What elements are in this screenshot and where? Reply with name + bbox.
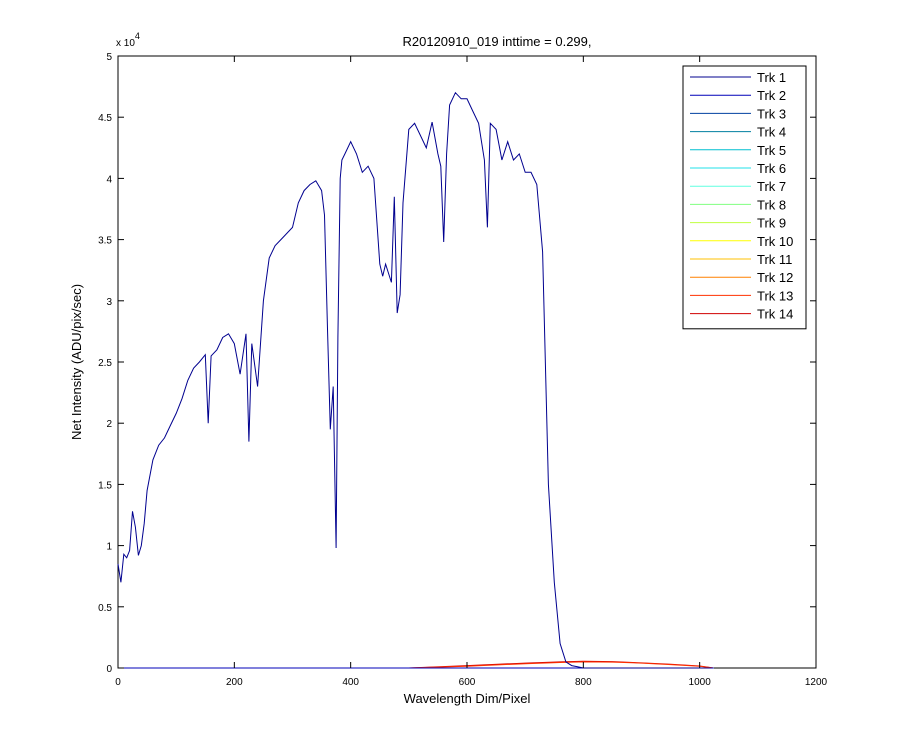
- x-tick-label: 0: [115, 677, 121, 688]
- legend-label-trk-2: Trk 2: [757, 88, 786, 103]
- legend-label-trk-4: Trk 4: [757, 125, 786, 140]
- legend-label-trk-12: Trk 12: [757, 270, 793, 285]
- legend-label-trk-14: Trk 14: [757, 307, 793, 322]
- y-axis-exponent: x 104: [116, 31, 140, 49]
- legend-label-trk-11: Trk 11: [757, 252, 792, 267]
- x-tick-label: 800: [575, 677, 592, 688]
- legend-label-trk-13: Trk 13: [757, 288, 793, 303]
- legend-label-trk-6: Trk 6: [757, 161, 786, 176]
- legend-label-trk-9: Trk 9: [757, 216, 786, 231]
- chart-title: R20120910_019 inttime = 0.299,: [402, 34, 591, 49]
- series-line-trk-1: [117, 91, 712, 669]
- legend-label-trk-8: Trk 8: [757, 197, 786, 212]
- legend-label-trk-3: Trk 3: [757, 106, 786, 121]
- y-tick-label: 1.5: [98, 480, 112, 491]
- x-tick-label: 1200: [805, 677, 828, 688]
- axes-layer: 0 200 400 600 800 1000 1200 0 0.5 1 1.5 2 2.5 3 3.5 4 4.…: [98, 52, 827, 688]
- y-tick-label: 2.5: [98, 358, 112, 369]
- y-tick-label: 5: [106, 52, 112, 63]
- y-tick-label: 3: [106, 297, 112, 308]
- x-tick-label: 400: [342, 677, 359, 688]
- y-tick-label: 4: [106, 174, 112, 185]
- x-tick-label: 200: [226, 677, 243, 688]
- y-axis-label: Net Intensity (ADU/pix/sec): [69, 284, 84, 440]
- x-axis-label: Wavelength Dim/Pixel: [404, 691, 531, 706]
- x-tick-label: 1000: [689, 677, 712, 688]
- legend-label-trk-10: Trk 10: [757, 234, 793, 249]
- y-exponent-power: 4: [135, 31, 140, 41]
- series-layer: [117, 91, 714, 669]
- legend-label-trk-5: Trk 5: [757, 143, 786, 158]
- y-tick-label: 1: [106, 542, 112, 553]
- y-tick-label: 0: [106, 664, 112, 675]
- y-tick-label: 2: [106, 419, 112, 430]
- y-tick-label: 4.5: [98, 113, 112, 124]
- legend: Trk 1 Trk 2 Trk 3 Trk 4 Trk 5 Trk 6 Trk 7 Trk 8…: [682, 65, 807, 330]
- legend-label-trk-7: Trk 7: [757, 179, 786, 194]
- y-tick-label: 3.5: [98, 236, 112, 247]
- x-tick-label: 600: [459, 677, 476, 688]
- y-tick-label: 0.5: [98, 603, 112, 614]
- y-exponent-base: x 10: [116, 38, 135, 49]
- legend-label-trk-1: Trk 1: [757, 70, 786, 85]
- legend-box: [682, 65, 807, 330]
- series-line-trk-13: [118, 661, 714, 669]
